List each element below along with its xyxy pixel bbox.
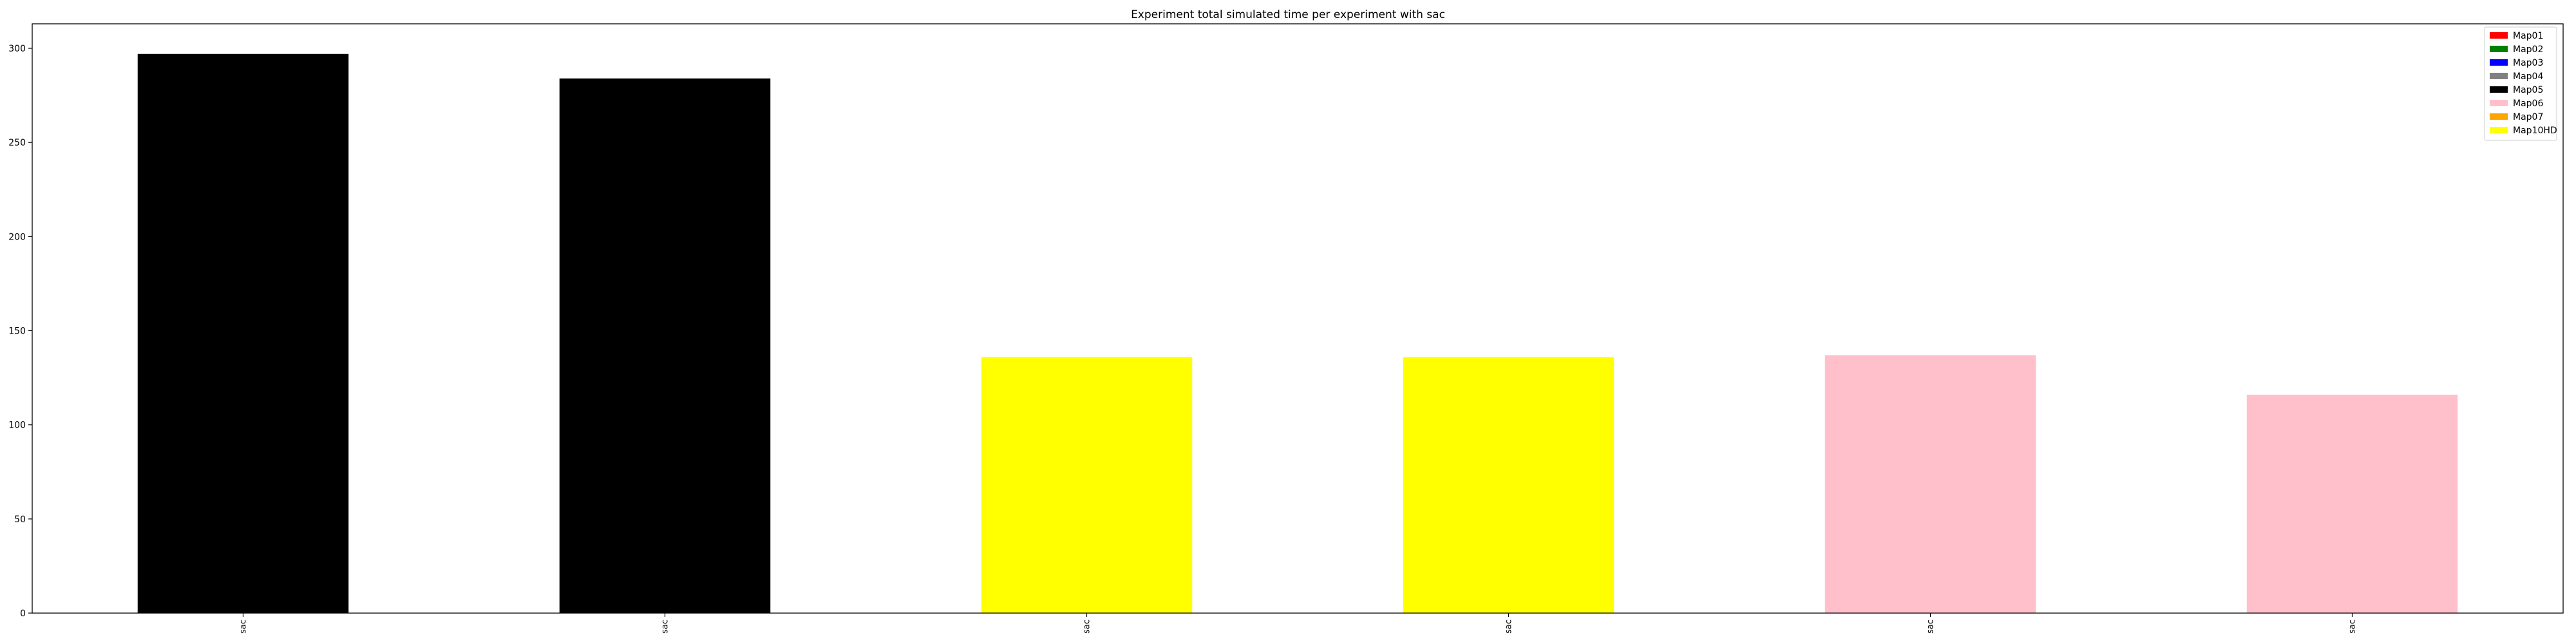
x-axis: sac sac sac sac sac sac [239,613,2358,634]
bar [2246,394,2458,613]
legend-label: Map02 [2513,44,2543,55]
x-tick-label: sac [239,620,249,634]
legend-label: Map03 [2513,58,2543,68]
legend-swatch [2490,127,2508,133]
y-axis: 0 50 100 150 200 250 300 [8,44,32,619]
legend-swatch [2490,73,2508,79]
legend-swatch [2490,59,2508,66]
x-tick-label: sac [2348,620,2358,634]
legend-swatch [2490,46,2508,52]
chart-title: Experiment total simulated time per expe… [1131,8,1445,21]
y-tick-label: 250 [8,138,26,148]
bar [981,357,1193,613]
legend-frame [2484,26,2557,141]
legend-label: Map05 [2513,85,2543,95]
legend-label: Map01 [2513,31,2543,41]
bar [1824,355,2036,613]
legend-swatch [2490,32,2508,39]
y-tick-label: 300 [8,44,26,54]
x-tick-label: sac [1926,620,1936,634]
legend-swatch [2490,113,2508,120]
bars-group [137,53,2458,613]
legend-label: Map10HD [2513,126,2557,136]
y-tick-label: 50 [14,515,26,525]
legend-label: Map07 [2513,112,2543,122]
legend-label: Map04 [2513,71,2543,82]
plot-frame [32,23,2564,614]
y-tick-label: 100 [8,421,26,431]
legend: Map01 Map02 Map03 Map04 Map05 Map06 Map07 Map10… [2484,26,2557,141]
y-tick-label: 150 [8,327,26,337]
bar [137,53,349,613]
y-tick-label: 200 [8,232,26,242]
y-tick-label: 0 [20,609,26,619]
legend-swatch [2490,86,2508,93]
x-tick-label: sac [1504,620,1514,634]
x-tick-label: sac [1083,620,1092,634]
bar [559,78,771,613]
legend-swatch [2490,100,2508,106]
x-tick-label: sac [661,620,670,634]
bar [1403,357,1615,613]
legend-label: Map06 [2513,99,2543,109]
